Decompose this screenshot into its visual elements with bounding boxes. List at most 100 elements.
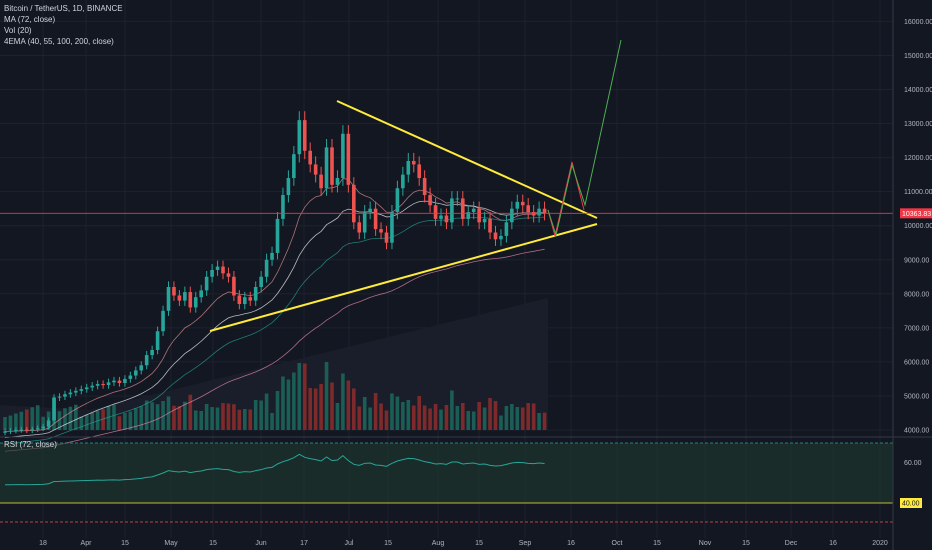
- rsi-band: [0, 443, 893, 503]
- candle-body: [401, 174, 405, 189]
- ema-line: [4, 178, 545, 432]
- volume-bar: [379, 403, 383, 430]
- candle-body: [139, 365, 144, 371]
- candle-body: [324, 147, 329, 189]
- candle-body: [417, 164, 421, 179]
- volume-bar: [346, 380, 351, 430]
- x-tick-label: 17: [300, 540, 308, 547]
- volume-bar: [341, 373, 345, 430]
- volume-bar: [248, 409, 253, 430]
- volume-bar: [177, 406, 182, 430]
- volume-bar: [210, 407, 214, 430]
- candle-body: [63, 394, 67, 397]
- legend-ema: 4EMA (40, 55, 100, 200, close): [4, 37, 114, 46]
- volume-bar: [286, 379, 291, 430]
- projection-red: [547, 161, 585, 237]
- candle-body: [461, 198, 465, 219]
- candle-body: [302, 120, 307, 151]
- candle-body: [537, 208, 541, 216]
- candle-body: [8, 430, 13, 432]
- candle-body: [270, 252, 274, 260]
- candle-body: [319, 174, 323, 189]
- volume-bar: [25, 409, 29, 430]
- y-tick-label: 4000.00: [904, 428, 929, 435]
- volume-bar: [466, 411, 471, 430]
- x-tick-label: 15: [742, 540, 750, 547]
- candle-body: [297, 120, 302, 155]
- volume-bar: [79, 416, 84, 430]
- volume-bar: [433, 404, 438, 430]
- volume-bars: [3, 362, 547, 430]
- volume-shadow: [0, 298, 548, 430]
- volume-bar: [520, 407, 525, 430]
- volume-bar: [281, 376, 285, 430]
- volume-bar: [324, 362, 329, 430]
- y-tick-label: 7000.00: [904, 325, 929, 332]
- volume-bar: [406, 400, 411, 430]
- x-tick-label: Nov: [699, 540, 712, 547]
- volume-bar: [384, 410, 389, 430]
- candle-body: [390, 212, 394, 243]
- volume-bar: [482, 407, 487, 430]
- candle-body: [281, 195, 285, 219]
- volume-bar: [455, 406, 460, 430]
- x-tick-label: Jun: [255, 540, 266, 547]
- candle-body: [215, 266, 220, 270]
- y-tick-label: 8000.00: [904, 291, 929, 298]
- volume-bar: [352, 388, 356, 430]
- volume-bar: [63, 408, 67, 430]
- candle-body: [90, 385, 94, 388]
- volume-bar: [74, 404, 78, 430]
- y-tick-label: 15000.00: [904, 53, 932, 60]
- candle-body: [117, 380, 122, 384]
- volume-bar: [188, 394, 193, 430]
- rsi-legend: RSI (72, close): [4, 440, 57, 449]
- volume-bar: [112, 404, 116, 430]
- volume-bar: [395, 396, 400, 430]
- volume-bar: [237, 409, 242, 430]
- candle-body: [68, 392, 73, 395]
- volume-bar: [139, 406, 144, 430]
- volume-bar: [95, 410, 100, 430]
- volume-bar: [84, 414, 89, 430]
- candle-body: [439, 215, 443, 219]
- candle-body: [341, 133, 345, 179]
- candle-body: [368, 208, 372, 213]
- volume-bar: [499, 415, 503, 430]
- volume-bar: [57, 411, 62, 430]
- candle-body: [352, 184, 356, 223]
- x-tick-label: 15: [653, 540, 661, 547]
- volume-bar: [8, 415, 13, 430]
- rsi-line: [4, 453, 545, 486]
- volume-bar: [270, 413, 274, 430]
- candle-body: [510, 208, 514, 223]
- candle-body: [226, 273, 231, 277]
- candle-body: [243, 297, 247, 305]
- x-tick-label: 2020: [872, 540, 888, 547]
- candle-body: [526, 205, 530, 213]
- volume-bar: [477, 402, 481, 430]
- volume-bar: [68, 406, 73, 430]
- volume-bar: [253, 400, 258, 430]
- volume-bar: [302, 363, 307, 430]
- candle-body: [101, 384, 105, 386]
- candle-body: [450, 198, 454, 223]
- x-tick-label: 15: [475, 540, 483, 547]
- candle-body: [166, 286, 171, 311]
- volume-bar: [417, 396, 421, 430]
- rsi-pane: [0, 436, 932, 523]
- candle-body: [482, 218, 487, 223]
- x-tick-label: 15: [209, 540, 217, 547]
- volume-bar: [515, 407, 520, 430]
- rsi-tick-label: 60.00: [904, 460, 922, 467]
- candle-body: [150, 349, 154, 356]
- volume-bar: [3, 417, 7, 430]
- candle-body: [346, 133, 351, 185]
- y-tick-label: 11000.00: [904, 189, 932, 196]
- volume-bar: [183, 401, 187, 430]
- volume-bar: [259, 400, 263, 430]
- y-tick-label: 5000.00: [904, 393, 929, 400]
- candle-body: [35, 428, 40, 430]
